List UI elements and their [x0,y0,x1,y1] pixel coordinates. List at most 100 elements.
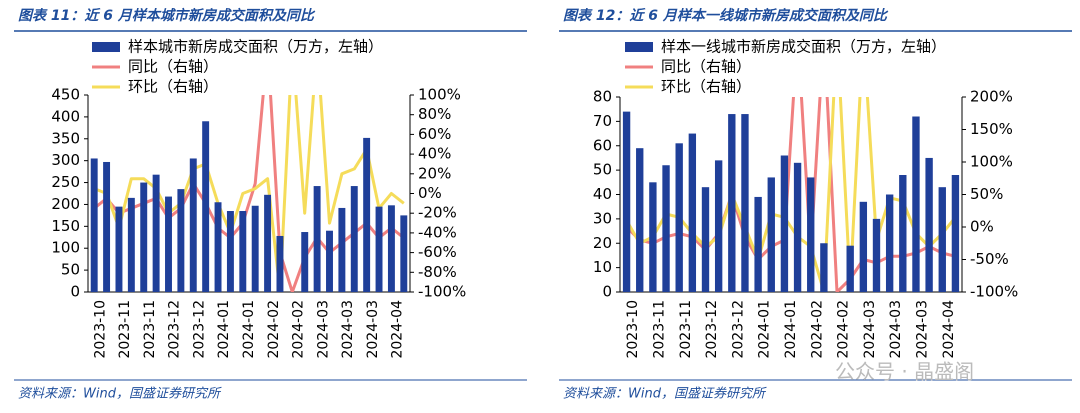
x-tick-label: 2024-02 [291,300,307,359]
y2-tick-label: 50% [970,185,1003,203]
bar [115,206,123,292]
bar [872,218,881,292]
y2-tick-label: 200% [970,88,1013,106]
chart-title: 图表 12：近 6 月样本一线城市新房成交面积及同比 [563,7,889,24]
y2-tick-label: 0% [970,218,994,236]
bar [214,202,222,292]
bar [767,177,775,292]
y-tick-label: 30 [593,209,612,227]
bar [899,175,907,292]
y2-tick-label: 20% [418,164,451,182]
x-tick-label: 2024-03 [340,300,356,359]
bar [363,137,371,292]
x-tick-label: 2024-03 [862,300,878,359]
x-tick-label: 2023-11 [142,300,158,359]
y2-tick-label: 60% [418,125,451,143]
source: 资料来源：Wind，国盛证券研究所 [563,386,767,402]
y2-tick-label: -80% [418,263,457,281]
watermark: 公众号 · 晶盛阁 [835,360,974,384]
y2-tick-label: 100% [970,153,1013,171]
y-tick-label: 0 [70,283,80,301]
bar [387,205,395,292]
x-tick-label: 2024-03 [888,300,904,359]
legend-label: 同比（右轴） [661,58,751,76]
y2-tick-label: -40% [418,223,457,241]
bar [350,186,358,292]
source: 资料来源：Wind，国盛证券研究所 [18,386,222,402]
y-tick-label: 350 [51,129,80,147]
legend-label: 环比（右轴） [128,78,218,96]
y2-tick-label: -60% [418,243,457,261]
bar [780,155,789,292]
bar [103,161,111,292]
bar [226,211,234,292]
x-tick-label: 2024-02 [809,300,825,359]
legend-label: 同比（右轴） [128,58,218,76]
bar [251,205,259,292]
y-tick-label: 70 [593,112,612,130]
bar [313,186,321,292]
bar [189,158,197,292]
bar [375,206,383,292]
x-tick-label: 2024-03 [315,300,331,359]
bar [741,114,749,292]
y2-tick-label: -50% [970,250,1009,268]
y-tick-label: 400 [51,107,80,125]
legend-swatch [92,42,120,52]
bar [202,121,210,293]
y-tick-label: 50 [593,161,612,179]
y-tick-label: 100 [51,239,80,257]
y-tick-label: 300 [51,151,80,169]
bar [925,157,933,292]
y-tick-label: 0 [602,283,612,301]
y2-tick-label: 80% [418,105,451,123]
legend-label: 环比（右轴） [661,78,751,96]
y-tick-label: 450 [51,86,80,104]
x-tick-label: 2023-11 [651,300,667,359]
x-tick-label: 2024-02 [266,300,282,359]
x-tick-label: 2023-11 [117,300,133,359]
bar [846,245,854,292]
x-tick-label: 2024-03 [915,300,931,359]
bar [820,243,828,292]
bar [754,196,762,292]
legend-label: 样本城市新房成交面积（万方，左轴） [128,38,383,56]
bar [807,177,815,292]
y-tick-label: 10 [593,258,612,276]
x-tick-label: 2024-01 [757,300,773,359]
bar [662,165,670,292]
y-tick-label: 200 [51,195,80,213]
bar [859,201,868,292]
legend-label: 样本一线城市新房成交面积（万方，左轴） [661,38,946,56]
bar [276,235,284,292]
x-tick-label: 2024-01 [783,300,799,359]
x-tick-label: 2023-10 [92,300,108,359]
bar [239,211,247,292]
bar [675,143,683,292]
y-tick-label: 250 [51,173,80,191]
bar [701,187,710,292]
bar [688,133,697,292]
bar [636,148,644,292]
bar [127,197,135,292]
legend-swatch [625,42,653,52]
bar [301,232,309,292]
bar [951,175,960,292]
bar [326,230,333,292]
x-tick-label: 2024-04 [390,300,406,359]
y-tick-label: 150 [51,217,80,235]
bar [177,189,185,292]
bar [152,174,160,292]
x-tick-label: 2023-12 [167,300,183,359]
y-tick-label: 60 [593,136,612,154]
x-tick-label: 2023-11 [678,300,694,359]
y2-tick-label: 100% [418,86,461,104]
line-series [93,95,405,292]
y2-tick-label: 0% [418,184,442,202]
y-tick-label: 80 [593,88,612,106]
bar [912,116,920,292]
x-tick-label: 2023-10 [625,300,641,359]
y2-tick-label: -100% [970,283,1018,301]
bar [400,215,408,292]
